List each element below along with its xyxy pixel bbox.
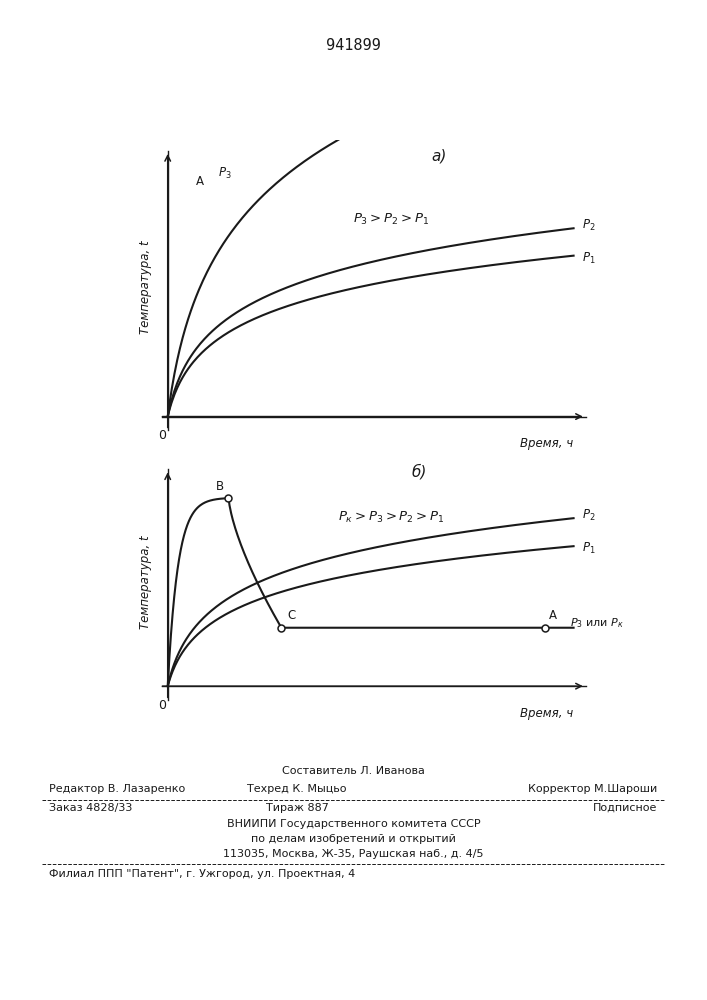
Text: Редактор В. Лазаренко: Редактор В. Лазаренко [49,784,186,794]
Text: $P_3$ или $P_к$: $P_3$ или $P_к$ [570,616,624,630]
Text: б): б) [411,464,426,480]
Text: по делам изобретений и открытий: по делам изобретений и открытий [251,834,456,844]
Text: Подписное: Подписное [593,803,658,813]
Text: 0: 0 [158,429,165,442]
Text: 941899: 941899 [326,38,381,53]
Text: A: A [549,609,557,622]
Text: B: B [216,480,224,493]
Text: Корректор М.Шароши: Корректор М.Шароши [528,784,658,794]
Text: Составитель Л. Иванова: Составитель Л. Иванова [282,766,425,776]
Text: $P_3>P_2>P_1$: $P_3>P_2>P_1$ [353,212,429,227]
Text: 113035, Москва, Ж-35, Раушская наб., д. 4/5: 113035, Москва, Ж-35, Раушская наб., д. … [223,849,484,859]
Text: а): а) [431,148,447,163]
Text: $P_1$: $P_1$ [582,541,595,556]
Text: ВНИИПИ Государственного комитета СССР: ВНИИПИ Государственного комитета СССР [227,819,480,829]
Text: $P_3$: $P_3$ [218,166,232,181]
Text: $P_2$: $P_2$ [582,218,595,233]
Text: Техред К. Мыцьо: Техред К. Мыцьо [247,784,346,794]
Text: Температура, t: Температура, t [139,536,152,629]
Text: $P_к>P_3>P_2>P_1$: $P_к>P_3>P_2>P_1$ [338,510,444,525]
Text: $P_2$: $P_2$ [582,508,595,523]
Text: Филиал ППП "Патент", г. Ужгород, ул. Проектная, 4: Филиал ППП "Патент", г. Ужгород, ул. Про… [49,869,356,879]
Text: 0: 0 [158,699,165,712]
Text: $P_1$: $P_1$ [582,251,595,266]
Text: Температура, t: Температура, t [139,241,152,334]
Text: Время, ч: Время, ч [520,437,573,450]
Text: C: C [288,609,296,622]
Text: Тираж 887: Тираж 887 [266,803,328,813]
Text: A: A [197,175,204,188]
Text: Время, ч: Время, ч [520,707,573,720]
Text: Заказ 4828/33: Заказ 4828/33 [49,803,133,813]
